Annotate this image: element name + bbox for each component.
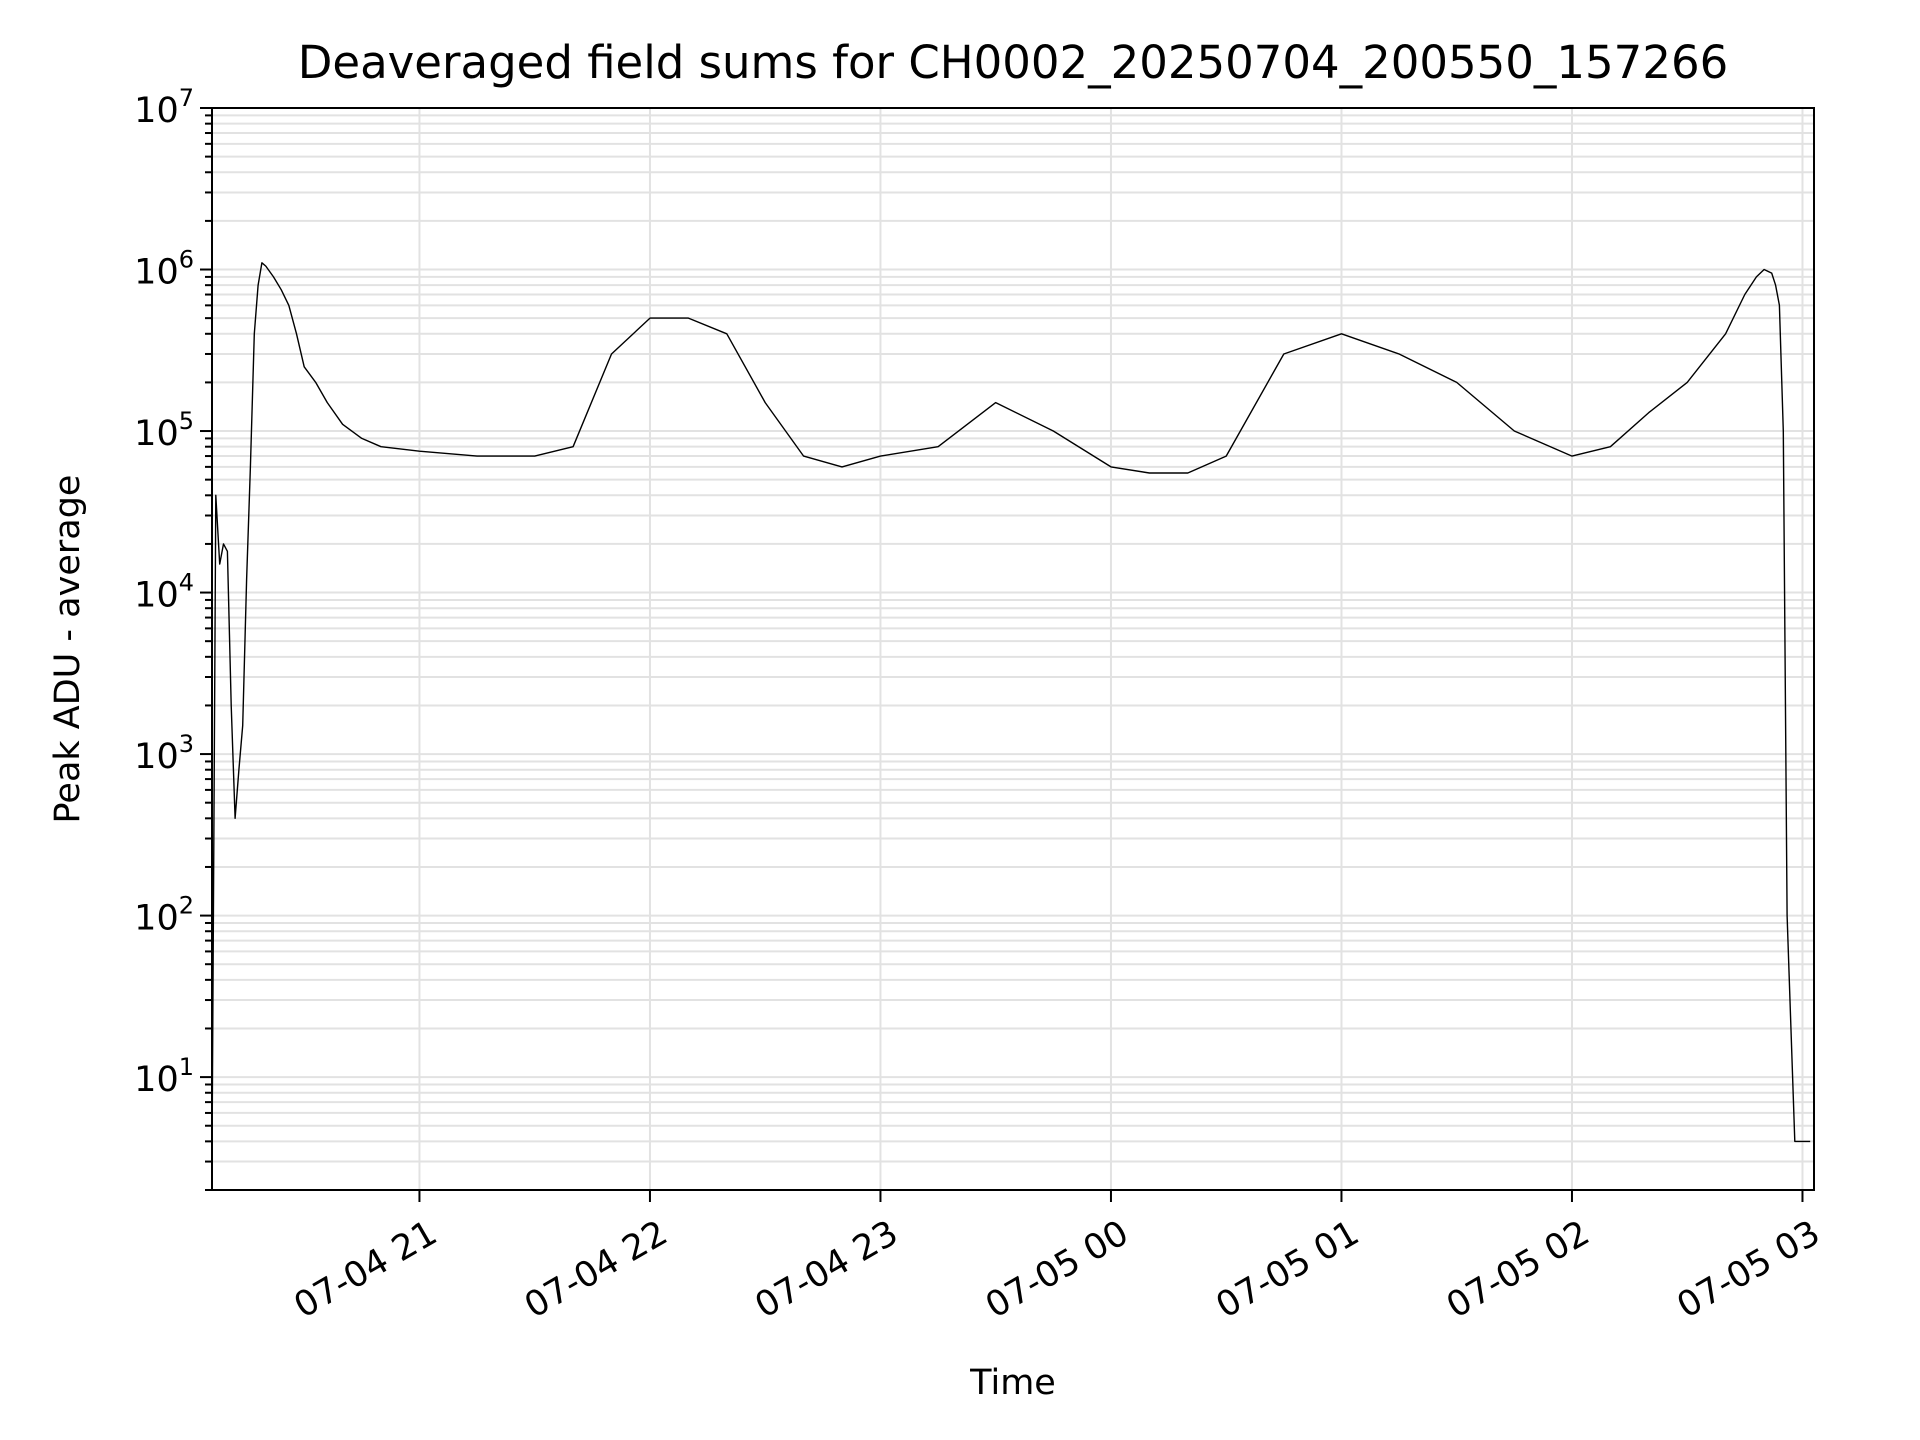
grid — [212, 107, 1814, 1191]
y-tick-label: 104 — [134, 569, 194, 616]
y-tick-label: 102 — [134, 892, 194, 939]
y-axis: 101 102 103 104 105 106 107 — [134, 84, 212, 1191]
y-tick-label: 107 — [134, 84, 194, 131]
x-tick-label: 07-04 23 — [749, 1213, 905, 1326]
x-tick-label: 07-04 22 — [518, 1213, 674, 1326]
x-tick-label: 07-04 21 — [288, 1213, 444, 1326]
x-tick-label: 07-05 02 — [1440, 1213, 1596, 1326]
x-axis-label: Time — [969, 1363, 1056, 1403]
y-tick-label: 101 — [134, 1053, 194, 1100]
plot-frame — [211, 107, 1815, 1191]
x-tick-label: 07-05 01 — [1210, 1213, 1366, 1326]
chart-title: Deaveraged field sums for CH0002_2025070… — [298, 36, 1728, 89]
y-axis-label: Peak ADU - average — [48, 475, 88, 824]
y-tick-label: 106 — [134, 246, 194, 293]
series-line — [211, 262, 1811, 1162]
x-axis: 07-04 21 07-04 22 07-04 23 07-05 00 07-05 01… — [288, 1190, 1827, 1326]
x-tick-label: 07-05 00 — [979, 1213, 1135, 1326]
y-tick-label: 105 — [134, 407, 194, 454]
series-line-group — [211, 262, 1811, 1162]
y-tick-label: 103 — [134, 730, 194, 777]
x-tick-label: 07-05 03 — [1671, 1213, 1827, 1326]
